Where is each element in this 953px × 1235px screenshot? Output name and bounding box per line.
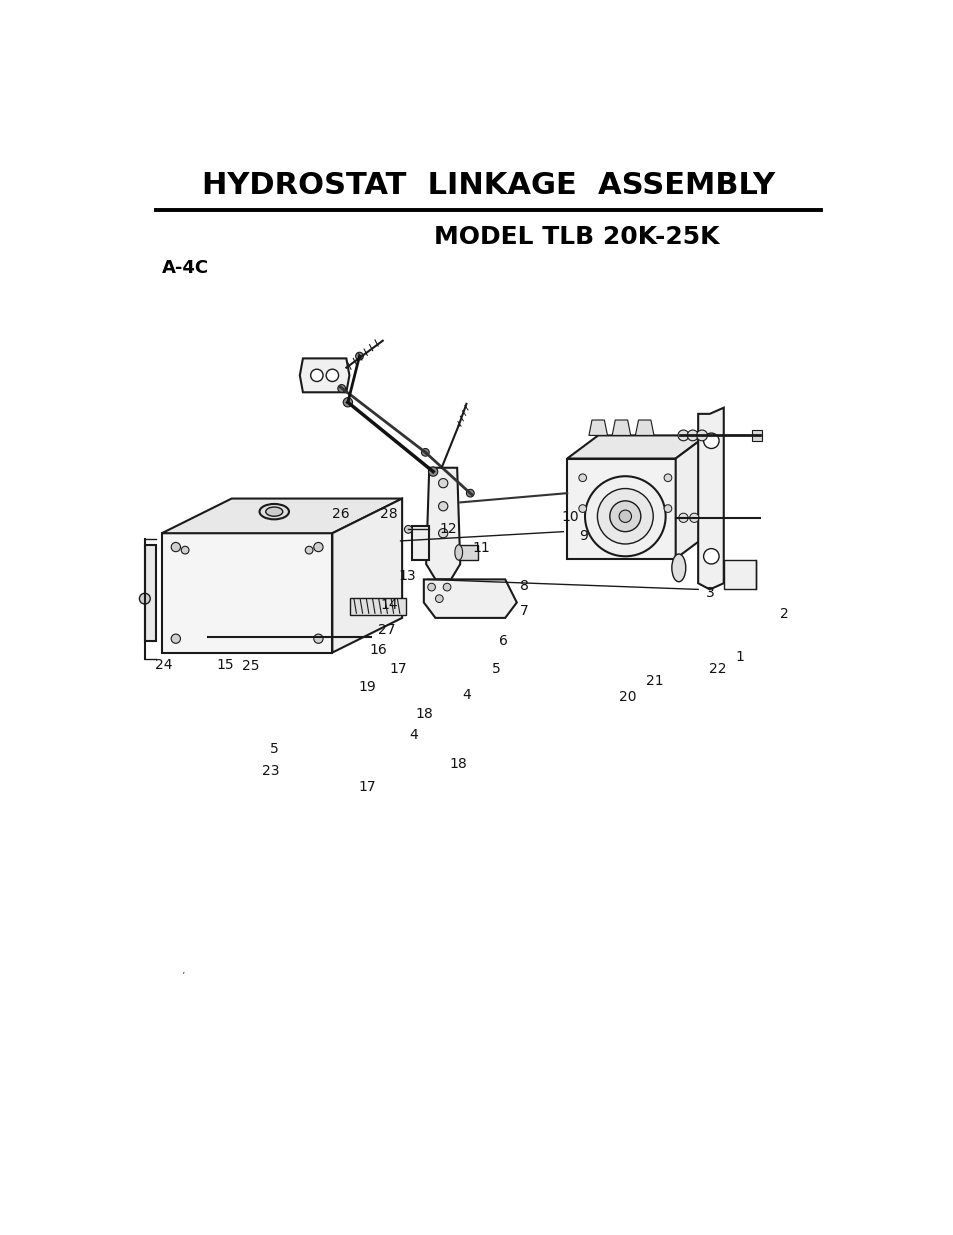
Text: 10: 10: [561, 510, 578, 524]
Text: 4: 4: [462, 688, 471, 701]
Circle shape: [438, 501, 447, 511]
Circle shape: [663, 505, 671, 513]
Circle shape: [618, 510, 631, 522]
Circle shape: [609, 501, 640, 531]
Circle shape: [404, 526, 412, 534]
Polygon shape: [145, 545, 155, 641]
Circle shape: [314, 634, 323, 643]
Text: 2: 2: [780, 608, 788, 621]
Circle shape: [663, 474, 671, 482]
Circle shape: [696, 430, 707, 441]
Text: 1: 1: [735, 650, 744, 664]
Circle shape: [337, 384, 345, 393]
Circle shape: [703, 548, 719, 564]
Polygon shape: [299, 358, 349, 393]
Circle shape: [314, 542, 323, 552]
Text: 19: 19: [357, 680, 375, 694]
Circle shape: [438, 478, 447, 488]
Text: 3: 3: [705, 587, 715, 600]
Text: 21: 21: [646, 674, 663, 688]
Circle shape: [678, 430, 688, 441]
Circle shape: [443, 583, 451, 592]
Text: 6: 6: [498, 634, 508, 648]
Polygon shape: [752, 430, 761, 441]
Text: 5: 5: [270, 742, 278, 756]
Text: 25: 25: [242, 659, 259, 673]
Ellipse shape: [455, 545, 462, 561]
Polygon shape: [635, 420, 654, 436]
Text: 12: 12: [439, 521, 456, 536]
Ellipse shape: [671, 555, 685, 582]
Text: 9: 9: [578, 529, 587, 543]
Text: 23: 23: [262, 764, 279, 778]
Circle shape: [584, 477, 665, 556]
Polygon shape: [350, 598, 406, 615]
Circle shape: [686, 430, 698, 441]
Circle shape: [703, 433, 719, 448]
Text: 8: 8: [519, 579, 528, 593]
Circle shape: [679, 514, 687, 522]
Text: 18: 18: [416, 706, 433, 721]
Circle shape: [171, 634, 180, 643]
Polygon shape: [426, 468, 459, 579]
Circle shape: [435, 595, 443, 603]
Text: 17: 17: [357, 781, 375, 794]
Polygon shape: [612, 420, 630, 436]
Circle shape: [466, 489, 474, 496]
Text: 14: 14: [380, 598, 397, 611]
Ellipse shape: [259, 504, 289, 520]
Circle shape: [578, 474, 586, 482]
Polygon shape: [588, 420, 607, 436]
Circle shape: [171, 542, 180, 552]
Text: 24: 24: [154, 657, 172, 672]
Polygon shape: [332, 499, 402, 652]
Polygon shape: [567, 436, 706, 458]
Text: 11: 11: [472, 541, 490, 555]
Polygon shape: [162, 499, 402, 534]
Polygon shape: [675, 436, 706, 558]
Circle shape: [689, 514, 699, 522]
Text: 15: 15: [216, 657, 233, 672]
Polygon shape: [698, 408, 723, 589]
Circle shape: [578, 505, 586, 513]
Circle shape: [139, 593, 150, 604]
Text: 17: 17: [390, 662, 407, 677]
Text: 4: 4: [409, 727, 417, 742]
Text: 27: 27: [377, 624, 395, 637]
Circle shape: [428, 467, 437, 477]
Text: 5: 5: [492, 662, 500, 677]
Text: 20: 20: [618, 690, 636, 704]
Circle shape: [311, 369, 323, 382]
Circle shape: [355, 352, 363, 359]
Text: MODEL TLB 20K-25K: MODEL TLB 20K-25K: [434, 225, 719, 248]
Circle shape: [597, 489, 653, 543]
Polygon shape: [458, 545, 477, 561]
Text: 16: 16: [369, 643, 387, 657]
Circle shape: [326, 369, 338, 382]
Text: 22: 22: [709, 662, 726, 677]
Text: 18: 18: [449, 757, 466, 772]
Text: 13: 13: [398, 569, 416, 583]
Ellipse shape: [266, 508, 282, 516]
Text: 28: 28: [380, 508, 397, 521]
Circle shape: [438, 529, 447, 537]
Text: HYDROSTAT  LINKAGE  ASSEMBLY: HYDROSTAT LINKAGE ASSEMBLY: [202, 170, 775, 200]
Circle shape: [181, 546, 189, 555]
Polygon shape: [162, 534, 332, 652]
Text: ʼ: ʼ: [181, 971, 184, 981]
Text: 26: 26: [332, 508, 350, 521]
Text: 7: 7: [519, 604, 528, 619]
Polygon shape: [423, 579, 517, 618]
Circle shape: [427, 583, 435, 592]
Polygon shape: [412, 526, 429, 561]
Text: A-4C: A-4C: [162, 258, 209, 277]
Polygon shape: [567, 458, 675, 558]
Circle shape: [343, 398, 353, 406]
Circle shape: [305, 546, 313, 555]
Circle shape: [421, 448, 429, 456]
Polygon shape: [723, 561, 756, 589]
